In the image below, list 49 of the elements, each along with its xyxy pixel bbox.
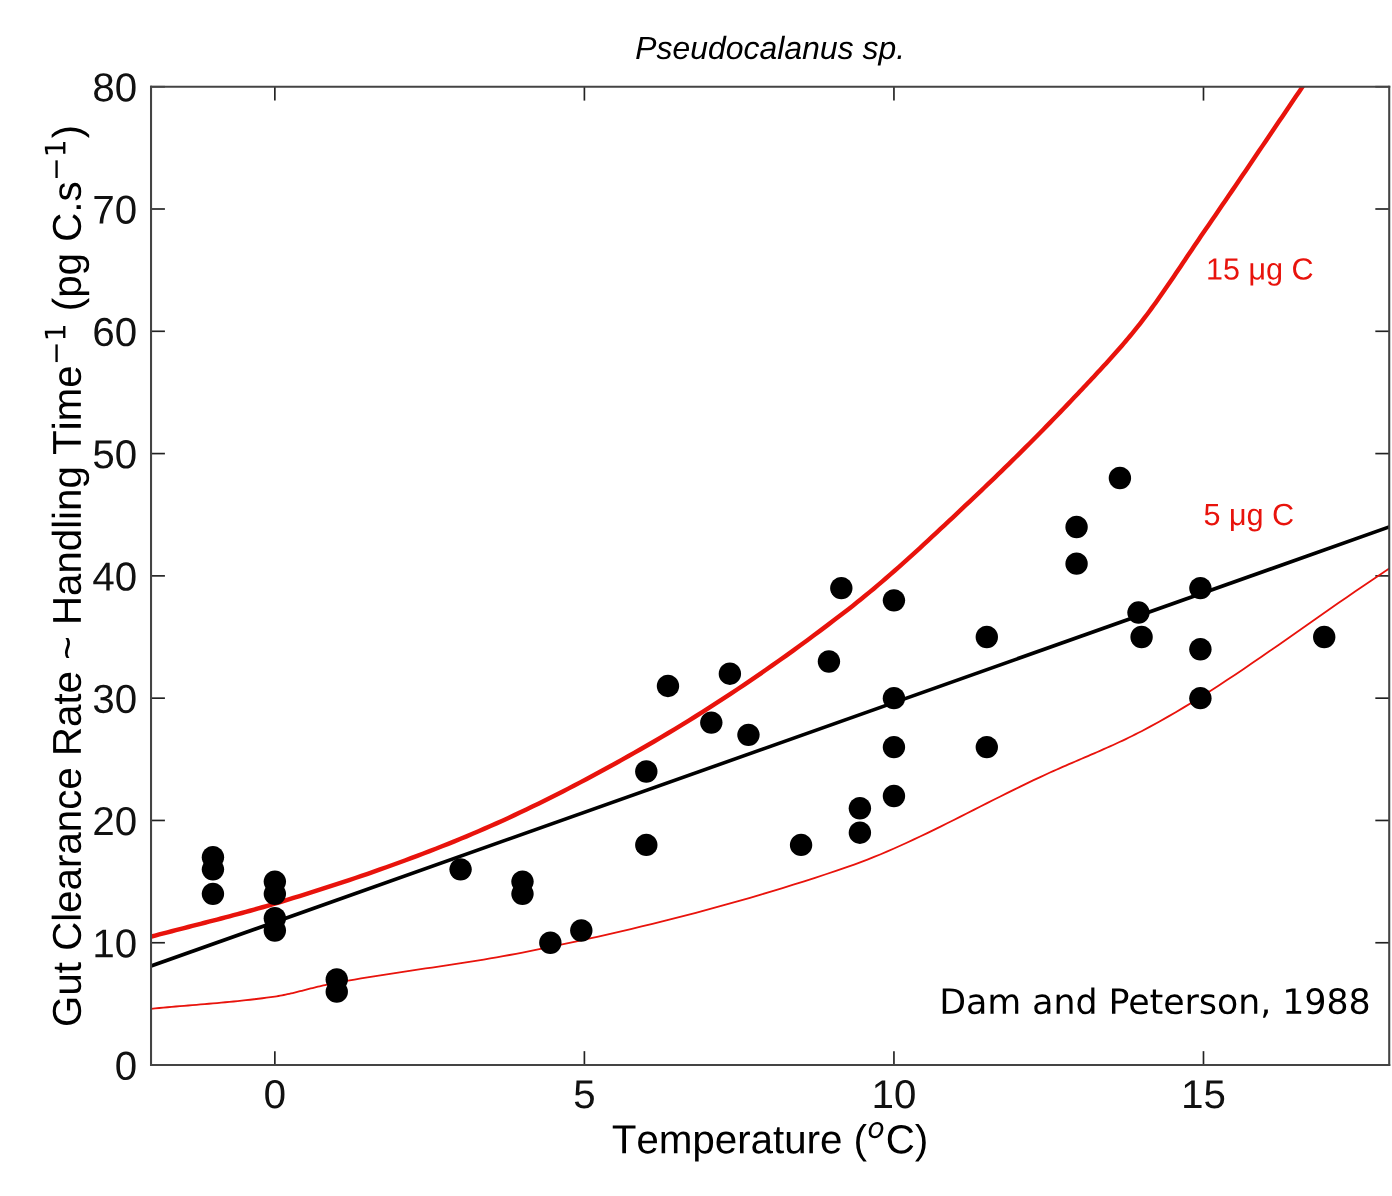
point xyxy=(830,576,853,600)
x-tick-label: 10 xyxy=(874,1079,915,1109)
y-tick-label: 10 xyxy=(95,929,136,958)
y-tick-label: 20 xyxy=(94,806,136,836)
y-tick-label: 0 xyxy=(116,1051,136,1081)
y-tick-label: 30 xyxy=(93,684,136,714)
point xyxy=(882,784,906,808)
point xyxy=(975,735,998,759)
y-tick-label: 50 xyxy=(93,440,136,469)
point xyxy=(1065,515,1088,539)
point xyxy=(1127,601,1150,624)
point xyxy=(656,674,680,698)
point xyxy=(737,723,760,747)
point xyxy=(882,735,906,759)
annotation: 15 μg C xyxy=(1208,258,1313,286)
point xyxy=(700,711,723,734)
point xyxy=(1108,466,1132,490)
point xyxy=(848,797,872,820)
point xyxy=(570,919,593,942)
annotation: 5 μg C xyxy=(1204,503,1293,532)
x-tick-label: 15 xyxy=(1184,1080,1225,1109)
point xyxy=(201,882,225,906)
point xyxy=(882,589,906,612)
point xyxy=(718,662,742,685)
y-tick-label: 60 xyxy=(94,317,136,347)
point xyxy=(1189,686,1212,710)
point xyxy=(539,931,562,954)
x-axis-title: Temperature ($^{o}$C) xyxy=(612,1122,926,1162)
point xyxy=(1189,576,1212,600)
y-axis-title: Gut Clearance Rate ~ Handling Time$^{−1}$ (pg C.s$^{−1}$) xyxy=(44,127,90,1025)
point xyxy=(635,760,658,783)
point xyxy=(449,858,472,881)
point xyxy=(882,686,906,710)
point xyxy=(1130,625,1153,649)
x-tick-label: 5 xyxy=(574,1080,594,1109)
point xyxy=(975,625,998,649)
chart-title: Pseudocalanus sp. xyxy=(636,35,902,66)
point xyxy=(817,650,841,673)
point xyxy=(1189,638,1212,661)
y-tick-label: 40 xyxy=(93,562,136,591)
point xyxy=(1313,625,1336,649)
x-tick-label: 0 xyxy=(265,1079,285,1109)
point xyxy=(789,833,813,857)
point xyxy=(848,821,872,844)
annotation: Dam and Peterson, 1988 xyxy=(942,987,1369,1018)
y-tick-label: 80 xyxy=(94,73,136,102)
y-tick-label: 70 xyxy=(94,195,136,224)
point xyxy=(635,833,658,857)
point xyxy=(1065,552,1088,575)
